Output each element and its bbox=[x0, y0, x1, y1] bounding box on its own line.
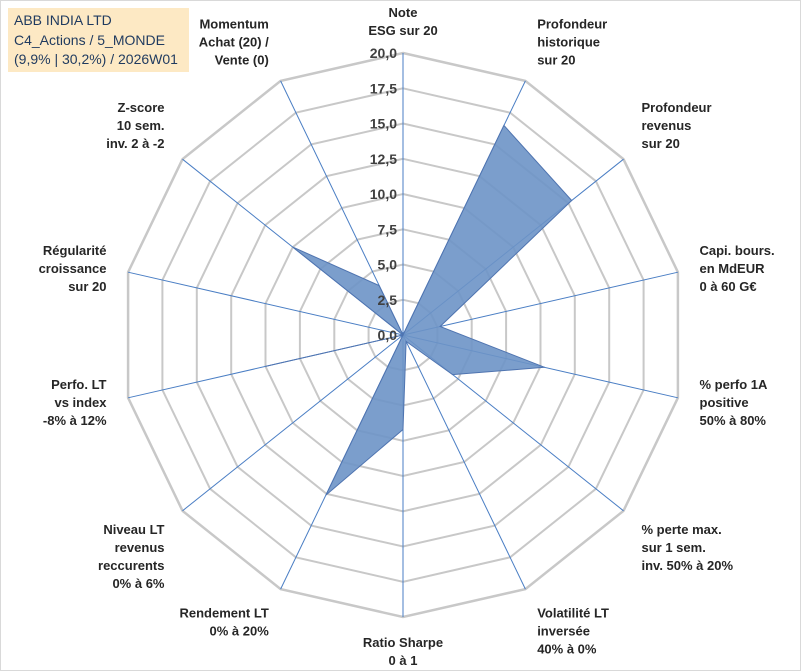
radial-tick-labels: 0,0 2,5 5,0 7,5 10,0 12,5 15,0 17,5 20,0 bbox=[370, 45, 397, 343]
axis-label-9-line-2: 0% à 20% bbox=[210, 623, 270, 638]
axis-label-6-line-2: sur 1 sem. bbox=[642, 540, 706, 555]
axis-spoke-12 bbox=[127, 271, 404, 336]
axis-label-6-line-3: inv. 50% à 20% bbox=[642, 558, 734, 573]
axis-label-3: Profondeur revenus sur 20 bbox=[642, 100, 712, 151]
axis-label-12-line-2: croissance bbox=[39, 261, 107, 276]
axis-label-1: Note ESG sur 20 bbox=[368, 5, 437, 38]
axis-label-12: Régularité croissance sur 20 bbox=[39, 243, 107, 294]
axis-label-8-line-2: 0 à 1 bbox=[389, 653, 418, 668]
tick-label-7: 17,5 bbox=[370, 80, 397, 96]
axis-label-7-line-2: inversée bbox=[537, 623, 590, 638]
axis-label-13-line-3: inv. 2 à -2 bbox=[106, 136, 164, 151]
axis-label-6-line-1: % perte max. bbox=[642, 522, 722, 537]
axis-label-12-line-1: Régularité bbox=[43, 243, 107, 258]
tick-label-4: 10,0 bbox=[370, 186, 397, 202]
axis-label-7-line-3: 40% à 0% bbox=[537, 641, 597, 656]
axis-label-2-line-3: sur 20 bbox=[537, 53, 575, 68]
axis-label-14: Momentum Achat (20) / Vente (0) bbox=[199, 17, 269, 68]
tick-label-2: 5,0 bbox=[378, 257, 398, 273]
tick-label-5: 12,5 bbox=[370, 151, 397, 167]
axis-spoke-4 bbox=[402, 271, 679, 336]
axis-label-13-line-2: 10 sem. bbox=[117, 118, 165, 133]
axis-label-12-line-3: sur 20 bbox=[68, 279, 106, 294]
axis-label-5-line-3: 50% à 80% bbox=[700, 413, 767, 428]
title-line-category: C4_Actions / 5_MONDE bbox=[14, 31, 165, 48]
axis-label-10-line-4: 0% à 6% bbox=[112, 576, 164, 591]
series-area bbox=[265, 124, 573, 496]
axis-label-10-line-3: reccurents bbox=[98, 558, 164, 573]
axis-spoke-10 bbox=[182, 334, 404, 512]
axis-label-8-line-1: Ratio Sharpe bbox=[363, 635, 443, 650]
axis-label-3-line-3: sur 20 bbox=[642, 136, 680, 151]
axis-label-11-line-2: vs index bbox=[54, 395, 107, 410]
axis-label-6: % perte max. sur 1 sem. inv. 50% à 20% bbox=[642, 522, 734, 573]
axis-label-7: Volatilité LT inversée 40% à 0% bbox=[537, 605, 609, 656]
title-line-company: ABB INDIA LTD bbox=[14, 12, 112, 28]
axis-label-10-line-2: revenus bbox=[115, 540, 165, 555]
axis-label-13: Z-score 10 sem. inv. 2 à -2 bbox=[106, 100, 164, 151]
axis-label-7-line-1: Volatilité LT bbox=[537, 605, 609, 620]
axis-label-9-line-1: Rendement LT bbox=[179, 605, 268, 620]
axis-label-4-line-2: en MdEUR bbox=[700, 261, 766, 276]
axis-label-14-line-3: Vente (0) bbox=[215, 53, 269, 68]
axis-label-5: % perfo 1A positive 50% à 80% bbox=[700, 377, 769, 428]
axis-label-13-line-1: Z-score bbox=[118, 100, 165, 115]
axis-label-3-line-1: Profondeur bbox=[642, 100, 712, 115]
tick-label-8: 20,0 bbox=[370, 45, 397, 61]
axis-label-11-line-1: Perfo. LT bbox=[51, 377, 106, 392]
title-box: ABB INDIA LTD C4_Actions / 5_MONDE (9,9%… bbox=[8, 8, 189, 72]
series-layer bbox=[265, 124, 573, 496]
axis-spoke-7 bbox=[402, 334, 526, 590]
axis-label-1-line-2: ESG sur 20 bbox=[368, 23, 437, 38]
tick-label-1: 2,5 bbox=[378, 292, 398, 308]
axis-label-10: Niveau LT revenus reccurents 0% à 6% bbox=[98, 522, 165, 591]
axis-label-14-line-2: Achat (20) / bbox=[199, 35, 269, 50]
tick-label-6: 15,0 bbox=[370, 116, 397, 132]
axis-label-4-line-1: Capi. bours. bbox=[700, 243, 775, 258]
axis-labels: Note ESG sur 20 Profondeur historique sur 20… bbox=[39, 5, 775, 668]
axis-label-1-line-1: Note bbox=[389, 5, 418, 20]
axis-label-3-line-2: revenus bbox=[642, 118, 692, 133]
axis-label-4-line-3: 0 à 60 G€ bbox=[700, 279, 757, 294]
axis-label-2-line-1: Profondeur bbox=[537, 17, 607, 32]
axis-label-10-line-1: Niveau LT bbox=[103, 522, 164, 537]
axis-label-11: Perfo. LT vs index -8% à 12% bbox=[43, 377, 107, 428]
tick-label-0: 0,0 bbox=[378, 327, 398, 343]
axis-label-11-line-3: -8% à 12% bbox=[43, 413, 107, 428]
axis-label-4: Capi. bours. en MdEUR 0 à 60 G€ bbox=[700, 243, 775, 294]
axis-label-14-line-1: Momentum bbox=[199, 17, 268, 32]
axis-label-9: Rendement LT 0% à 20% bbox=[179, 605, 269, 638]
title-line-metrics: (9,9% | 30,2%) / 2026W01 bbox=[14, 51, 178, 67]
tick-label-3: 7,5 bbox=[378, 221, 398, 237]
axis-label-2: Profondeur historique sur 20 bbox=[537, 17, 607, 68]
axis-label-5-line-1: % perfo 1A bbox=[700, 377, 769, 392]
axis-label-2-line-2: historique bbox=[537, 35, 600, 50]
axis-label-5-line-2: positive bbox=[700, 395, 749, 410]
axis-label-8: Ratio Sharpe 0 à 1 bbox=[363, 635, 443, 668]
